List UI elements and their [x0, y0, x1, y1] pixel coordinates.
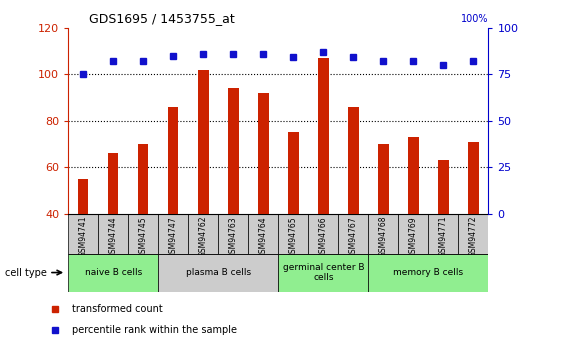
Text: naive B cells: naive B cells	[85, 268, 142, 277]
Bar	[128, 214, 158, 254]
Bar	[188, 214, 218, 254]
Bar	[398, 214, 428, 254]
Bar	[248, 214, 278, 254]
Bar	[278, 214, 308, 254]
Bar	[218, 214, 248, 254]
Bar	[168, 107, 178, 214]
Bar	[158, 254, 278, 292]
Bar	[288, 132, 299, 214]
Text: GSM94764: GSM94764	[259, 216, 268, 257]
Text: transformed count: transformed count	[72, 304, 163, 314]
Bar	[138, 144, 148, 214]
Text: GSM94772: GSM94772	[469, 216, 478, 257]
Bar	[428, 214, 458, 254]
Text: GSM94744: GSM94744	[108, 216, 118, 257]
Text: GSM94771: GSM94771	[439, 216, 448, 257]
Bar	[68, 254, 158, 292]
Text: GDS1695 / 1453755_at: GDS1695 / 1453755_at	[89, 12, 235, 25]
Bar	[278, 254, 369, 292]
Bar	[318, 58, 329, 214]
Text: GSM94769: GSM94769	[409, 216, 418, 257]
Text: 100%: 100%	[461, 14, 488, 24]
Bar	[98, 214, 128, 254]
Bar	[339, 214, 369, 254]
Bar	[78, 179, 89, 214]
Text: GSM94765: GSM94765	[289, 216, 298, 257]
Bar	[228, 88, 239, 214]
Bar	[108, 153, 119, 214]
Bar	[258, 93, 269, 214]
Text: GSM94745: GSM94745	[139, 216, 148, 257]
Text: percentile rank within the sample: percentile rank within the sample	[72, 325, 237, 335]
Bar	[369, 254, 488, 292]
Bar	[468, 142, 479, 214]
Bar	[369, 214, 398, 254]
Bar	[438, 160, 449, 214]
Bar	[158, 214, 188, 254]
Text: GSM94768: GSM94768	[379, 216, 388, 257]
Text: memory B cells: memory B cells	[394, 268, 463, 277]
Bar	[68, 214, 98, 254]
Bar	[458, 214, 488, 254]
Text: germinal center B
cells: germinal center B cells	[283, 263, 364, 282]
Bar	[348, 107, 358, 214]
Bar	[378, 144, 389, 214]
Text: cell type: cell type	[6, 268, 47, 277]
Text: GSM94766: GSM94766	[319, 216, 328, 257]
Text: GSM94747: GSM94747	[169, 216, 178, 257]
Bar	[408, 137, 419, 214]
Text: GSM94762: GSM94762	[199, 216, 208, 257]
Text: plasma B cells: plasma B cells	[186, 268, 251, 277]
Text: GSM94767: GSM94767	[349, 216, 358, 257]
Text: GSM94741: GSM94741	[79, 216, 87, 257]
Bar	[308, 214, 339, 254]
Bar	[198, 69, 208, 214]
Text: GSM94763: GSM94763	[229, 216, 238, 257]
